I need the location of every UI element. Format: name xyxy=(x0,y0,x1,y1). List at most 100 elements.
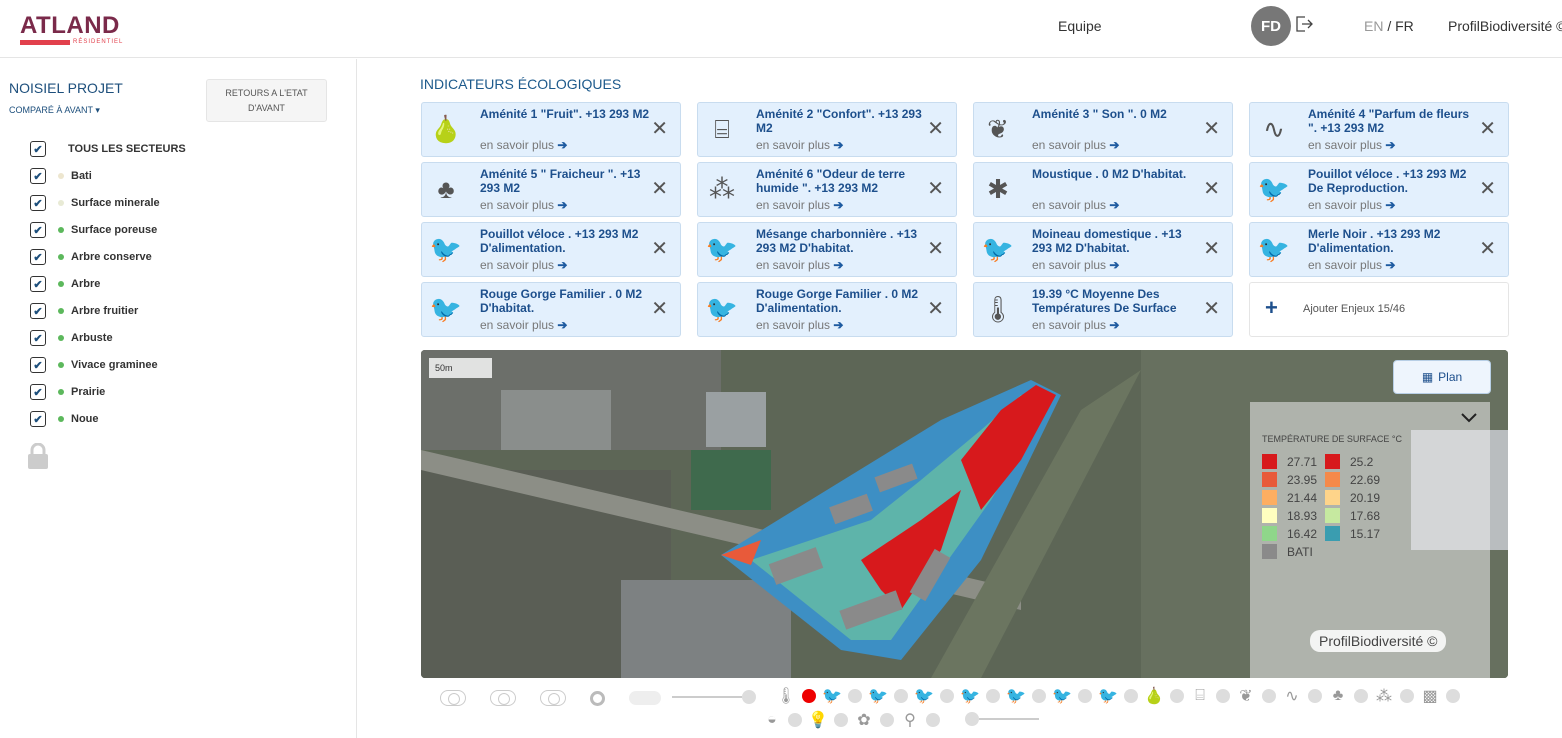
learn-more-link[interactable]: en savoir plus ➔ xyxy=(756,258,844,272)
indicator-card[interactable]: 🐦 Mésange charbonnière . +13 293 M2 D'ha… xyxy=(697,222,957,277)
close-icon[interactable]: ✕ xyxy=(1479,238,1496,260)
toggle[interactable] xyxy=(490,690,516,706)
plan-button[interactable]: ▦ Plan xyxy=(1393,360,1491,394)
checkbox[interactable]: ✔ xyxy=(30,330,46,346)
sector-item[interactable]: ✔ Bati xyxy=(30,168,92,184)
layer-toggle[interactable] xyxy=(1124,689,1138,703)
indicator-card[interactable]: 🐦 Rouge Gorge Familier . 0 M2 D'alimenta… xyxy=(697,282,957,337)
sector-item[interactable]: ✔ Arbre fruitier xyxy=(30,303,138,319)
close-icon[interactable]: ✕ xyxy=(651,178,668,200)
close-icon[interactable]: ✕ xyxy=(1479,178,1496,200)
checkbox[interactable]: ✔ xyxy=(30,411,46,427)
map[interactable]: 50m ▦ Plan TEMPÉRATURE DE SURFACE °C 27.7… xyxy=(421,350,1508,678)
lang-en[interactable]: EN xyxy=(1364,18,1384,34)
atland-logo[interactable]: ATLAND RÉSIDENTIEL xyxy=(20,12,124,45)
rain-soil-icon[interactable]: ⁂ xyxy=(1376,688,1392,705)
nose-icon[interactable]: ∿ xyxy=(1285,688,1299,705)
layer-toggle[interactable] xyxy=(894,689,908,703)
checkbox[interactable]: ✔ xyxy=(30,357,46,373)
thermometer-sun-icon[interactable]: 🌡 xyxy=(775,688,797,705)
learn-more-link[interactable]: en savoir plus ➔ xyxy=(480,198,568,212)
indicator-card[interactable]: 🐦 Moineau domestique . +13 293 M2 D'habi… xyxy=(973,222,1233,277)
reset-button[interactable]: RETOURS A L'ETAT D'AVANT xyxy=(206,79,327,122)
faucet-icon[interactable]: ⚲ xyxy=(904,712,916,729)
checkbox[interactable]: ✔ xyxy=(30,384,46,400)
indicator-card[interactable]: 🌡 19.39 °C Moyenne Des Températures De S… xyxy=(973,282,1233,337)
compare-dropdown[interactable]: COMPARÉ À AVANT ▾ xyxy=(9,105,100,115)
lightbulb-icon[interactable]: 💡 xyxy=(808,712,828,729)
learn-more-link[interactable]: en savoir plus ➔ xyxy=(1308,198,1396,212)
indicator-card[interactable]: ♣ Aménité 5 " Fraicheur ". +13 293 M2 en… xyxy=(421,162,681,217)
layer-toggle[interactable] xyxy=(1308,689,1322,703)
checkbox[interactable]: ✔ xyxy=(30,195,46,211)
sector-item[interactable]: ✔ Arbuste xyxy=(30,330,113,346)
sector-item[interactable]: ✔ TOUS LES SECTEURS xyxy=(30,141,186,157)
indicator-card[interactable]: ⁂ Aménité 6 "Odeur de terre humide ". +1… xyxy=(697,162,957,217)
texture-icon[interactable]: ▩ xyxy=(1422,688,1438,705)
learn-more-link[interactable]: en savoir plus ➔ xyxy=(1308,258,1396,272)
close-icon[interactable]: ✕ xyxy=(1479,118,1496,140)
opacity-slider[interactable] xyxy=(672,690,756,704)
indicator-card[interactable]: 🍐 Aménité 1 "Fruit". +13 293 M2 en savoi… xyxy=(421,102,681,157)
learn-more-link[interactable]: en savoir plus ➔ xyxy=(756,318,844,332)
layer-toggle[interactable] xyxy=(802,689,816,703)
toggle[interactable] xyxy=(540,690,566,706)
learn-more-link[interactable]: en savoir plus ➔ xyxy=(1032,258,1120,272)
indicator-card[interactable]: ∿ Aménité 4 "Parfum de fleurs ". +13 293… xyxy=(1249,102,1509,157)
close-icon[interactable]: ✕ xyxy=(927,298,944,320)
indicator-card[interactable]: ⌸ Aménité 2 "Confort". +13 293 M2 en sav… xyxy=(697,102,957,157)
learn-more-link[interactable]: en savoir plus ➔ xyxy=(1032,138,1120,152)
layer-toggle[interactable] xyxy=(1170,689,1184,703)
close-icon[interactable]: ✕ xyxy=(1203,118,1220,140)
layer-toggle[interactable] xyxy=(940,689,954,703)
indicator-card[interactable]: 🐦 Pouillot véloce . +13 293 M2 D'aliment… xyxy=(421,222,681,277)
checkbox[interactable]: ✔ xyxy=(30,168,46,184)
bird-icon[interactable]: 🐦 xyxy=(1006,688,1026,705)
bird-icon[interactable]: 🐦 xyxy=(960,688,980,705)
indicator-card[interactable]: 🐦 Pouillot véloce . +13 293 M2 De Reprod… xyxy=(1249,162,1509,217)
radio-toggle[interactable] xyxy=(590,690,605,706)
close-icon[interactable]: ✕ xyxy=(927,118,944,140)
indicator-card[interactable]: ✱ Moustique . 0 M2 D'habitat. en savoir … xyxy=(973,162,1233,217)
sector-item[interactable]: ✔ Noue xyxy=(30,411,99,427)
leaf-icon[interactable]: ❦ xyxy=(1239,688,1253,705)
sector-item[interactable]: ✔ Prairie xyxy=(30,384,105,400)
nav-equipe[interactable]: Equipe xyxy=(1058,18,1102,34)
learn-more-link[interactable]: en savoir plus ➔ xyxy=(480,318,568,332)
bird-icon[interactable]: 🐦 xyxy=(914,688,934,705)
sector-item[interactable]: ✔ Arbre xyxy=(30,276,100,292)
layer-toggle[interactable] xyxy=(986,689,1000,703)
layer-toggle[interactable] xyxy=(1032,689,1046,703)
close-icon[interactable]: ✕ xyxy=(651,118,668,140)
learn-more-link[interactable]: en savoir plus ➔ xyxy=(756,198,844,212)
tree-icon[interactable]: ♣ xyxy=(1332,687,1344,704)
bird-icon[interactable]: 🐦 xyxy=(822,688,842,705)
layer-toggle[interactable] xyxy=(1216,689,1230,703)
add-indicator-button[interactable]: + Ajouter Enjeux 15/46 xyxy=(1249,282,1509,337)
layer-toggle[interactable] xyxy=(1400,689,1414,703)
avatar[interactable]: FD xyxy=(1251,6,1291,46)
checkbox[interactable]: ✔ xyxy=(30,222,46,238)
fruit-icon[interactable]: 🍐 xyxy=(1144,688,1164,705)
indicator-card[interactable]: 🐦 Rouge Gorge Familier . 0 M2 D'habitat.… xyxy=(421,282,681,337)
flowers-icon[interactable]: ✿ xyxy=(857,712,871,729)
bird-icon[interactable]: 🐦 xyxy=(1098,688,1118,705)
indicator-card[interactable]: 🐦 Merle Noir . +13 293 M2 D'alimentation… xyxy=(1249,222,1509,277)
sector-item[interactable]: ✔ Arbre conserve xyxy=(30,249,152,265)
checkbox[interactable]: ✔ xyxy=(30,141,46,157)
sector-item[interactable]: ✔ Surface poreuse xyxy=(30,222,157,238)
learn-more-link[interactable]: en savoir plus ➔ xyxy=(480,258,568,272)
bird-icon[interactable]: 🐦 xyxy=(1052,688,1072,705)
bird-icon[interactable]: 🐦 xyxy=(868,688,888,705)
lock-icon[interactable] xyxy=(27,443,49,469)
logout-icon[interactable] xyxy=(1295,15,1313,33)
layer-toggle[interactable] xyxy=(1446,689,1460,703)
close-icon[interactable]: ✕ xyxy=(1203,178,1220,200)
layer-toggle[interactable] xyxy=(848,689,862,703)
close-icon[interactable]: ✕ xyxy=(651,298,668,320)
checkbox[interactable]: ✔ xyxy=(30,276,46,292)
lang-fr[interactable]: FR xyxy=(1395,18,1414,34)
learn-more-link[interactable]: en savoir plus ➔ xyxy=(1032,198,1120,212)
layer-toggle[interactable] xyxy=(1262,689,1276,703)
close-icon[interactable]: ✕ xyxy=(927,238,944,260)
